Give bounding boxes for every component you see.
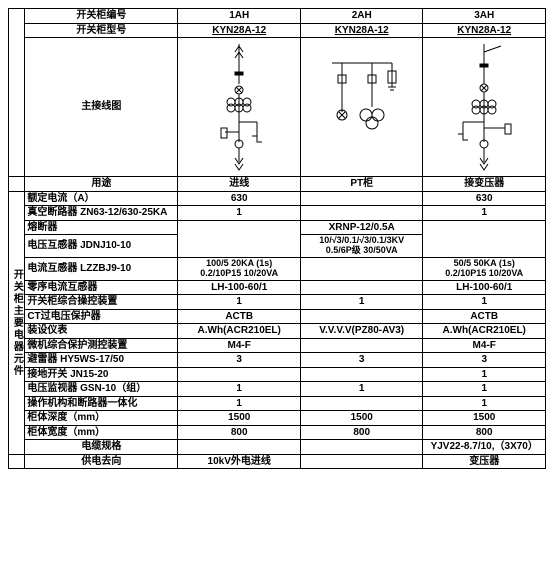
use-c2: PT柜: [300, 177, 423, 192]
width-c1: 800: [178, 425, 301, 440]
depth-c3: 1500: [423, 411, 546, 426]
fuse-c1: [178, 220, 301, 257]
arrester-label: 避雷器 HY5WS-17/50: [25, 353, 178, 368]
supply-c2: [300, 454, 423, 469]
rated-current-c3: 630: [423, 191, 546, 206]
arrester-c3: 3: [423, 353, 546, 368]
rated-current-c1: 630: [178, 191, 301, 206]
col1-no: 1AH: [178, 9, 301, 24]
diagram-3ah: [423, 38, 546, 177]
breaker-c2: [300, 206, 423, 221]
relay-c1: M4-F: [178, 338, 301, 353]
control-c3: 1: [423, 295, 546, 310]
mech-c3: 1: [423, 396, 546, 411]
pt-c2: 10/√3/0.1/√3/0.1/3KV 0.5/6P级 30/50VA: [300, 235, 423, 258]
depth-c2: 1500: [300, 411, 423, 426]
ct-c1: 100/5 20KA (1s) 0.2/10P15 10/20VA: [178, 257, 301, 280]
col2-type: KYN28A-12: [300, 23, 423, 38]
ground-sw-c1: [178, 367, 301, 382]
use-c3: 接变压器: [423, 177, 546, 192]
vmon-c3: 1: [423, 382, 546, 397]
cable-label: 电缆规格: [25, 440, 178, 455]
ct-label: 电流互感器 LZZBJ9-10: [25, 257, 178, 280]
ct-c2: [300, 257, 423, 280]
supply-label: 供电去向: [25, 454, 178, 469]
meter-c3: A.Wh(ACR210EL): [423, 324, 546, 339]
ov-ct-c3: ACTB: [423, 309, 546, 324]
ov-ct-c2: [300, 309, 423, 324]
col1-type: KYN28A-12: [178, 23, 301, 38]
relay-c3: M4-F: [423, 338, 546, 353]
vmon-c2: 1: [300, 382, 423, 397]
diagram-1ah: [178, 38, 301, 177]
col3-type: KYN28A-12: [423, 23, 546, 38]
cable-c2: [300, 440, 423, 455]
cabinet-type-label: 开关柜型号: [25, 23, 178, 38]
supply-c1: 10kV外电进线: [178, 454, 301, 469]
width-label: 柜体宽度（mm）: [25, 425, 178, 440]
diagram-2ah: [300, 38, 423, 177]
zero-ct-label: 零序电流互感器: [25, 280, 178, 295]
zero-ct-c3: LH-100-60/1: [423, 280, 546, 295]
cable-c1: [178, 440, 301, 455]
meter-label: 装设仪表: [25, 324, 178, 339]
fuse-c2: XRNP-12/0.5A: [300, 220, 423, 235]
relay-c2: [300, 338, 423, 353]
switchgear-spec-table: 开关柜编号 1AH 2AH 3AH 开关柜型号 KYN28A-12 KYN28A…: [8, 8, 546, 469]
mech-label: 操作机构和断路器一体化: [25, 396, 178, 411]
depth-label: 柜体深度（mm）: [25, 411, 178, 426]
arrester-c1: 3: [178, 353, 301, 368]
pt-label: 电压互感器 JDNJ10-10: [25, 235, 178, 258]
diagram-label: 主接线图: [25, 38, 178, 177]
zero-ct-c2: [300, 280, 423, 295]
ground-sw-c3: 1: [423, 367, 546, 382]
vmon-c1: 1: [178, 382, 301, 397]
control-label: 开关柜综合操控装置: [25, 295, 178, 310]
meter-c2: V.V.V.V(PZ80-AV3): [300, 324, 423, 339]
control-c2: 1: [300, 295, 423, 310]
meter-c1: A.Wh(ACR210EL): [178, 324, 301, 339]
mech-c1: 1: [178, 396, 301, 411]
control-c1: 1: [178, 295, 301, 310]
blank: [9, 177, 25, 192]
arrester-c2: 3: [300, 353, 423, 368]
width-c2: 800: [300, 425, 423, 440]
fuse-label: 熔断器: [25, 220, 178, 235]
fuse-c3: [423, 220, 546, 257]
supply-c3: 变压器: [423, 454, 546, 469]
col3-no: 3AH: [423, 9, 546, 24]
rated-current-c2: [300, 191, 423, 206]
blank-left: [9, 9, 25, 177]
breaker-c3: 1: [423, 206, 546, 221]
ov-ct-c1: ACTB: [178, 309, 301, 324]
depth-c1: 1500: [178, 411, 301, 426]
ov-ct-label: CT过电压保护器: [25, 309, 178, 324]
use-label: 用途: [25, 177, 178, 192]
section-label: 开关柜主要电器元件: [9, 191, 25, 454]
col2-no: 2AH: [300, 9, 423, 24]
cable-c3: YJV22-8.7/10,（3X70）: [423, 440, 546, 455]
rated-current-label: 额定电流（A）: [25, 191, 178, 206]
ground-sw-c2: [300, 367, 423, 382]
mech-c2: [300, 396, 423, 411]
breaker-c1: 1: [178, 206, 301, 221]
ground-sw-label: 接地开关 JN15-20: [25, 367, 178, 382]
relay-label: 微机综合保护测控装置: [25, 338, 178, 353]
zero-ct-c1: LH-100-60/1: [178, 280, 301, 295]
cabinet-no-label: 开关柜编号: [25, 9, 178, 24]
breaker-label: 真空断路器 ZN63-12/630-25KA: [25, 206, 178, 221]
use-c1: 进线: [178, 177, 301, 192]
vmon-label: 电压监视器 GSN-10（组）: [25, 382, 178, 397]
ct-c3: 50/5 50KA (1s) 0.2/10P15 10/20VA: [423, 257, 546, 280]
blank-bottom: [9, 454, 25, 469]
width-c3: 800: [423, 425, 546, 440]
